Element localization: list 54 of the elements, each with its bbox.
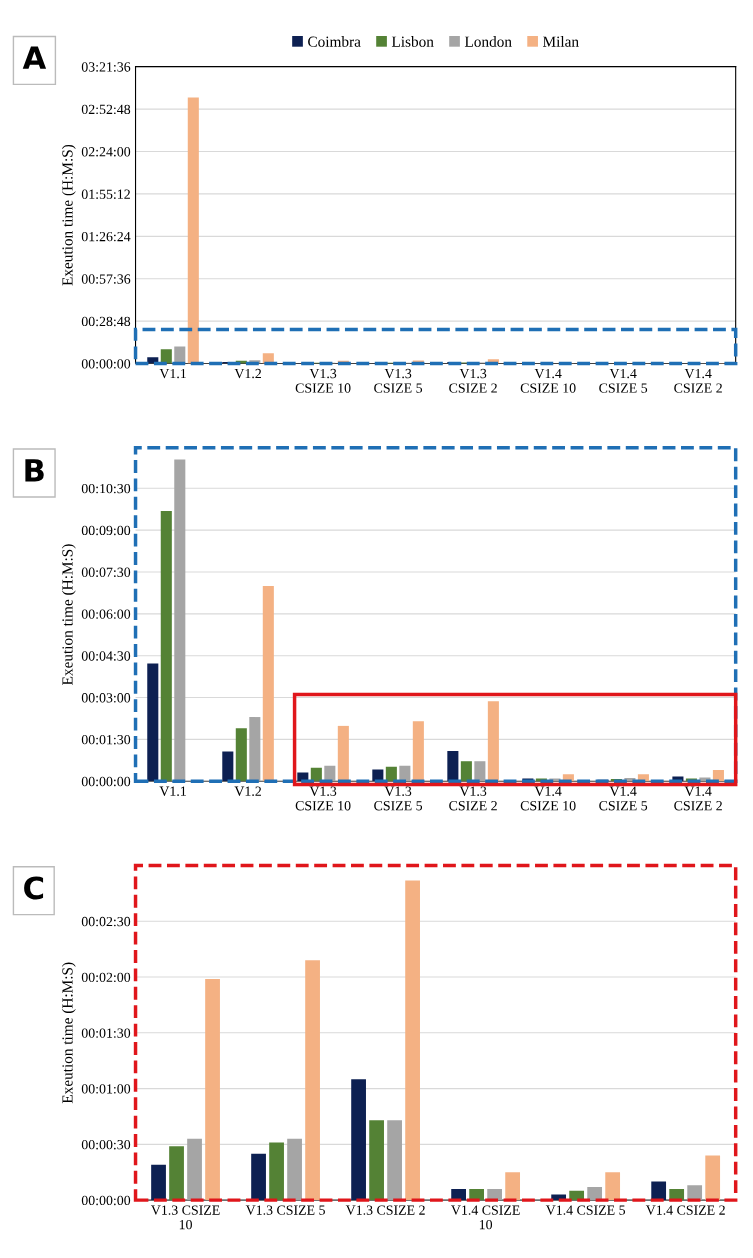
x-tick-label: V1.4 CSIZE 5 bbox=[599, 368, 648, 393]
x-tick-label: V1.4 CSIZE 5 bbox=[545, 1205, 626, 1215]
x-tick-label: V1.2 bbox=[234, 368, 261, 379]
y-tick-label: 00:09:00 bbox=[81, 525, 131, 536]
y-tick-label: 00:00:00 bbox=[81, 359, 131, 369]
x-tick-label: V1.3 CSIZE 10 bbox=[295, 786, 351, 811]
text: C bbox=[24, 876, 44, 900]
x-tick-label: V1.4 CSIZE 2 bbox=[674, 786, 722, 811]
x-tick-label: V1.4 CSIZE 10 bbox=[451, 1205, 520, 1230]
y-tick-label: 00:01:30 bbox=[81, 734, 131, 745]
x-tick-label: V1.3 CSIZE 2 bbox=[345, 1205, 425, 1215]
text: A bbox=[22, 46, 47, 69]
y-tick-label: 00:10:30 bbox=[81, 483, 131, 494]
x-tick-label: V1.3 CSIZE 5 bbox=[245, 1205, 325, 1215]
y-tick-label: 00:00:00 bbox=[81, 776, 131, 787]
y-tick-label: 00:00:30 bbox=[81, 1139, 131, 1150]
x-tick-label: V1.4 CSIZE 2 bbox=[645, 1205, 725, 1215]
y-tick-label: 00:02:00 bbox=[81, 972, 131, 983]
x-tick-label: V1.4 CSIZE 10 bbox=[520, 786, 576, 811]
y-tick-label: 00:02:30 bbox=[81, 916, 131, 927]
y-tick-label: 00:03:00 bbox=[81, 693, 131, 703]
y-tick-label: 00:00:00 bbox=[81, 1195, 131, 1206]
y-tick-label: 02:24:00 bbox=[81, 147, 131, 157]
x-tick-label: V1.1 bbox=[159, 368, 186, 379]
x-tick-label: V1.4 CSIZE 2 bbox=[674, 368, 722, 393]
text: B bbox=[25, 459, 44, 482]
x-tick-label: V1.3 CSIZE 2 bbox=[449, 786, 497, 811]
y-tick-label: 00:07:30 bbox=[81, 567, 131, 578]
y-tick-label: 03:21:36 bbox=[81, 62, 131, 72]
y-axis-title: Exeution time (H:M:S) bbox=[61, 962, 76, 1104]
y-axis-title: Exeution time (H:M:S) bbox=[61, 544, 76, 685]
x-tick-label: V1.3 CSIZE 5 bbox=[374, 368, 423, 393]
legend-label: London bbox=[464, 36, 512, 47]
x-tick-label: V1.3 CSIZE 2 bbox=[449, 368, 497, 393]
y-tick-label: 00:57:36 bbox=[81, 274, 131, 284]
y-tick-label: 00:04:30 bbox=[81, 651, 131, 661]
y-tick-label: 00:01:30 bbox=[81, 1028, 131, 1038]
y-tick-label: 00:01:00 bbox=[81, 1084, 131, 1094]
x-tick-label: V1.3 CSIZE 10 bbox=[150, 1205, 220, 1230]
x-tick-label: V1.3 CSIZE 10 bbox=[295, 368, 351, 393]
y-tick-label: 00:28:48 bbox=[81, 316, 131, 327]
y-tick-label: 02:52:48 bbox=[81, 104, 131, 115]
legend-label: Lisbon bbox=[391, 36, 434, 47]
x-tick-label: V1.4 CSIZE 10 bbox=[520, 368, 576, 393]
legend-label: Coimbra bbox=[308, 36, 361, 47]
y-tick-label: 01:26:24 bbox=[81, 231, 131, 242]
legend-label: Milan bbox=[542, 36, 579, 47]
y-tick-label: 00:06:00 bbox=[81, 609, 131, 619]
x-tick-label: V1.3 CSIZE 5 bbox=[374, 786, 423, 811]
x-tick-label: V1.4 CSIZE 5 bbox=[599, 786, 648, 811]
y-axis-title: Exeution time (H:M:S) bbox=[61, 144, 76, 286]
y-tick-label: 01:55:12 bbox=[81, 189, 130, 199]
x-tick-label: V1.2 bbox=[234, 786, 261, 796]
x-tick-label: V1.1 bbox=[159, 786, 186, 796]
